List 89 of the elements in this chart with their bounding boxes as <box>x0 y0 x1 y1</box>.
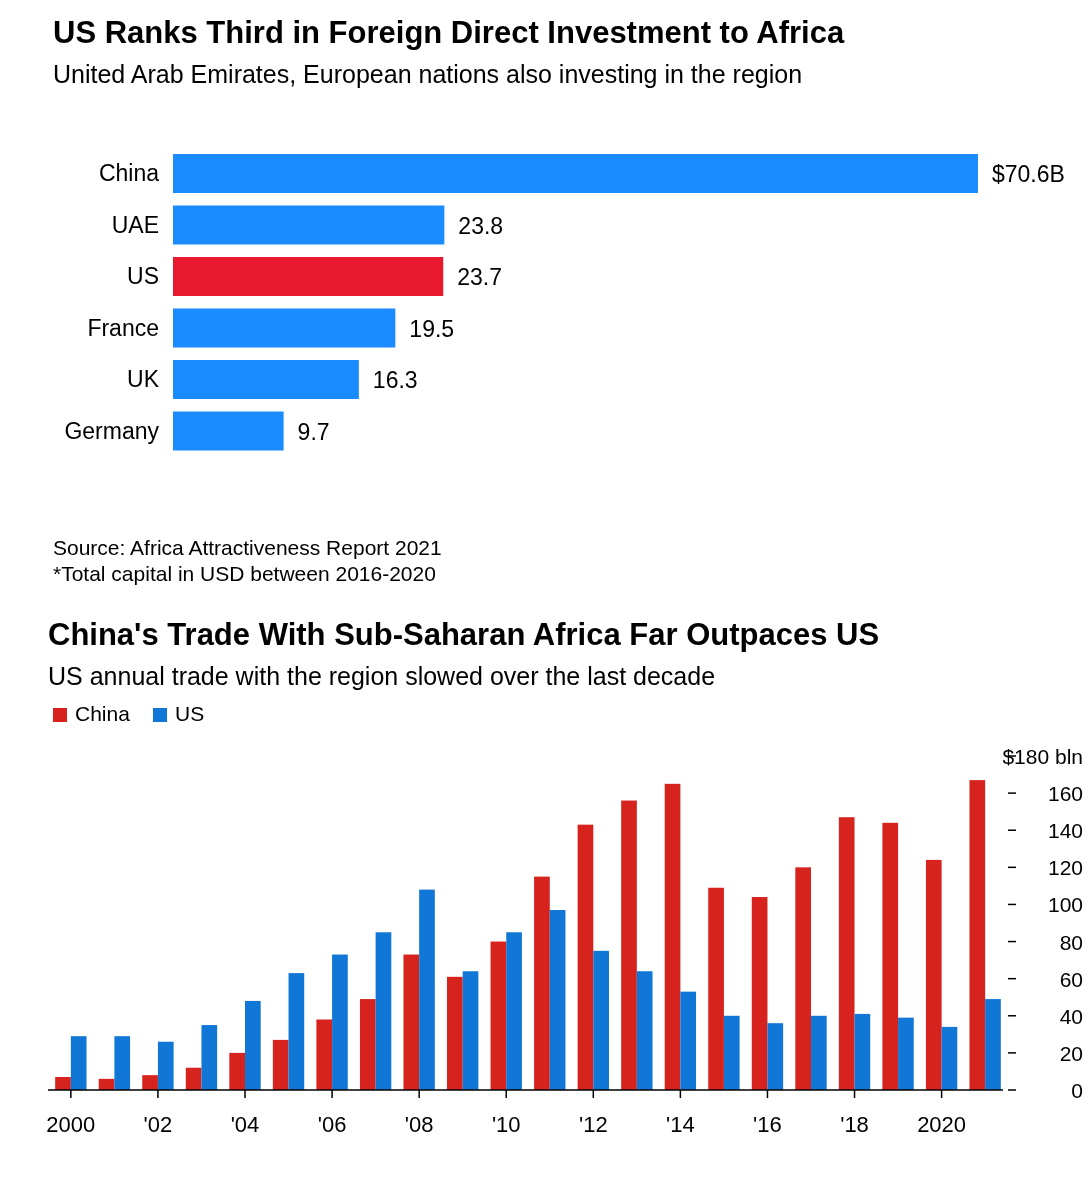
bar <box>462 971 479 1090</box>
bar <box>173 154 978 193</box>
y-tick-label: 0 <box>1071 1079 1083 1102</box>
y-tick-label: US <box>127 263 159 289</box>
x-tick-label: '16 <box>753 1112 782 1137</box>
x-tick-label: '06 <box>317 1112 347 1137</box>
x-tick-label: 2020 <box>917 1112 967 1137</box>
bar <box>723 1015 740 1090</box>
x-tick-label: '18 <box>840 1112 869 1137</box>
data-label: $70.6B <box>992 161 1065 187</box>
bar <box>419 889 435 1090</box>
bar <box>577 824 594 1090</box>
chart-subtitle: United Arab Emirates, European nations also investing in the region <box>53 60 803 88</box>
bar <box>185 1067 202 1090</box>
text: *Total capital in USD between 2016-2020 <box>53 562 436 585</box>
data-label: 19.5 <box>409 315 455 342</box>
y-tick-label: 80 <box>1059 930 1083 954</box>
bar <box>534 876 550 1090</box>
bar <box>593 950 609 1090</box>
bar <box>751 897 768 1090</box>
chart-title: China's Trade With Sub-Saharan Africa Far Outpaces US <box>48 617 880 652</box>
bar <box>272 1039 289 1090</box>
bar <box>201 1025 218 1090</box>
bar <box>811 1015 827 1090</box>
bar <box>114 1036 131 1090</box>
y-tick-label: 20 <box>1059 1041 1083 1065</box>
data-label: 23.7 <box>457 264 502 290</box>
bar <box>621 800 637 1090</box>
chart-title: US Ranks Third in Foreign Direct Investment to Africa <box>53 15 845 50</box>
bar <box>506 932 522 1090</box>
chart-subtitle: US annual trade with the region slowed over the last decade <box>48 662 716 690</box>
bar <box>447 976 463 1090</box>
x-tick-label: '14 <box>666 1112 695 1137</box>
bar <box>55 1077 71 1090</box>
bar <box>636 971 653 1090</box>
bar <box>838 817 855 1090</box>
data-label: 23.8 <box>458 212 504 239</box>
bar <box>985 999 1001 1090</box>
bar <box>375 932 392 1090</box>
bar <box>173 308 396 348</box>
x-tick-label: '02 <box>143 1112 173 1137</box>
y-tick-label: 40 <box>1059 1004 1083 1028</box>
bar <box>898 1017 914 1090</box>
bar <box>173 257 444 296</box>
y-tick-label: 100 <box>1047 893 1083 917</box>
y-tick-label: 60 <box>1059 967 1083 991</box>
x-tick-label: '10 <box>491 1112 521 1137</box>
bar <box>229 1052 245 1090</box>
y-tick-label: 140 <box>1047 819 1083 843</box>
y-tick-label: Germany <box>64 417 160 444</box>
bar <box>708 887 724 1090</box>
bar <box>969 780 986 1090</box>
bar <box>316 1019 333 1090</box>
y-tick-label: 120 <box>1047 856 1083 880</box>
y-tick-label: UAE <box>111 211 159 238</box>
bar <box>288 973 305 1090</box>
data-label: 16.3 <box>372 367 418 393</box>
bar <box>664 783 681 1090</box>
data-label: 9.7 <box>297 418 330 445</box>
x-tick-label: '04 <box>230 1112 260 1137</box>
bar <box>925 859 942 1090</box>
bar <box>245 1000 261 1090</box>
bar <box>941 1026 958 1090</box>
y-tick-label: China <box>98 160 160 186</box>
bar <box>490 941 507 1090</box>
bar <box>173 360 359 399</box>
bar <box>142 1075 158 1090</box>
bar <box>854 1013 871 1090</box>
bar <box>332 954 348 1090</box>
bar <box>767 1023 784 1090</box>
x-tick-label: 2000 <box>46 1112 96 1137</box>
bar <box>403 954 420 1090</box>
bar <box>173 411 284 451</box>
legend-label: US <box>175 702 205 725</box>
bar <box>70 1036 87 1090</box>
y-tick-label: UK <box>127 366 160 392</box>
x-tick-label: '12 <box>578 1112 608 1137</box>
bar <box>173 205 445 245</box>
y-tick-label: $180 bln <box>1002 745 1083 768</box>
bar <box>359 999 376 1090</box>
y-tick-label: 160 <box>1047 782 1083 806</box>
x-tick-label: '08 <box>404 1112 434 1137</box>
bar <box>795 867 811 1090</box>
y-tick-label: France <box>87 314 159 341</box>
source-note: Source: Africa Attractiveness Report 2021 <box>53 536 442 559</box>
bar <box>680 991 697 1090</box>
bar <box>157 1041 174 1090</box>
bar <box>882 822 899 1090</box>
bar <box>549 910 566 1090</box>
